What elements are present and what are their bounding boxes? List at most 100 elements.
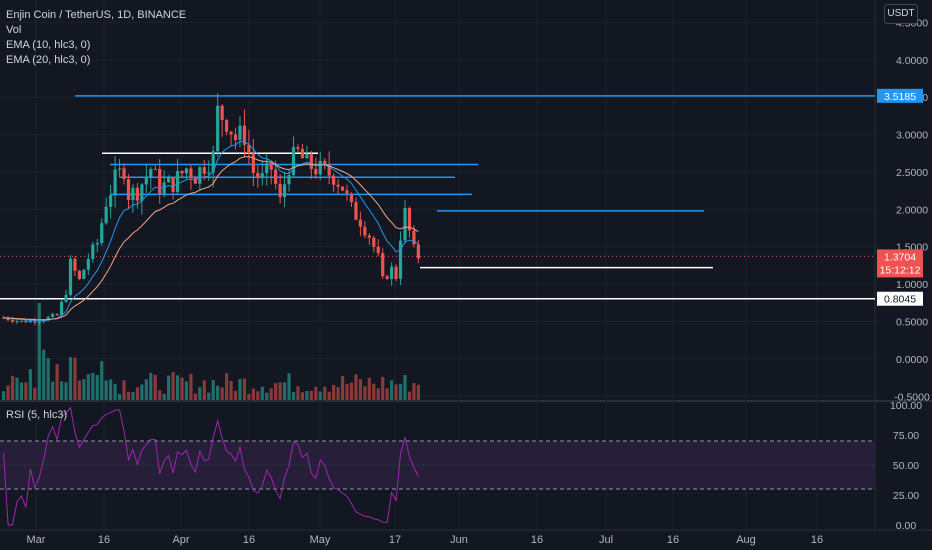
candle-body [140, 184, 144, 201]
volume-bar [407, 391, 412, 400]
candle-body [126, 179, 131, 201]
candle-body [265, 162, 269, 174]
volume-bar [131, 392, 135, 400]
candle-body [24, 320, 28, 323]
volume-bar [135, 387, 139, 400]
candle-body [131, 187, 135, 201]
volume-bar [349, 382, 354, 400]
rsi-line [3, 406, 419, 526]
candle-body [323, 160, 327, 165]
volume-bar [233, 390, 238, 400]
candle-body [278, 183, 282, 198]
candle-body [37, 321, 41, 323]
candle-body [363, 226, 367, 236]
volume-bar [314, 386, 318, 400]
candle-body [104, 206, 108, 224]
candle-body [207, 172, 211, 174]
level-price-label: 0.8045 [884, 294, 916, 306]
ema20-legend: EMA (20, hlc3, 0) [6, 54, 91, 66]
candle-body [91, 244, 95, 260]
volume-bar [162, 393, 166, 400]
volume-bar [73, 357, 77, 400]
candle-body [269, 162, 273, 170]
volume-bar [300, 392, 305, 400]
rsi-tick-label: 100.00 [890, 400, 922, 412]
candle-body [59, 301, 64, 316]
volume-bar [19, 382, 24, 400]
price-tick-label: 0.0000 [896, 354, 928, 366]
candle-body [64, 294, 68, 302]
time-tick-label: Aug [736, 534, 756, 546]
volume-bar [207, 392, 211, 400]
currency-button[interactable]: USDT [884, 4, 918, 24]
price-tick-label: 4.0000 [896, 55, 928, 67]
volume-bar [412, 383, 416, 400]
volume-bar [367, 377, 371, 400]
candle-body [180, 171, 184, 174]
level-price-tag [877, 291, 923, 306]
candle-body [238, 125, 242, 140]
volume-bar [109, 379, 113, 400]
candle-body [381, 253, 385, 277]
volume-bar [216, 385, 220, 400]
candle-body [33, 320, 37, 323]
volume-bar [33, 387, 37, 400]
candle-body [305, 153, 309, 159]
volume-bar [180, 377, 184, 400]
candle-body [354, 202, 358, 220]
volume-bar [274, 383, 278, 400]
volume-bar [265, 392, 269, 400]
candle-body [184, 168, 189, 174]
level-price-tag [877, 88, 923, 103]
time-tick-label: 16 [811, 534, 823, 546]
volume-bar [51, 381, 55, 400]
volume-bar [171, 372, 175, 400]
volume-bar [269, 388, 273, 400]
candle-body [211, 151, 215, 173]
candle-body [412, 230, 416, 245]
candle-body [95, 243, 99, 245]
level-price-label: 3.5185 [884, 91, 916, 103]
candle-body [51, 314, 55, 317]
volume-bar [323, 386, 327, 400]
volume-bar [309, 390, 313, 400]
candle-body [216, 105, 220, 152]
time-tick-label: 16 [667, 534, 679, 546]
symbol-title: Enjin Coin / TetherUS, 1D, BINANCE [6, 9, 187, 21]
rsi-tick-label: 75.00 [893, 430, 919, 442]
volume-bar [15, 377, 19, 400]
volume-bar [158, 390, 162, 400]
candle-body [229, 131, 233, 135]
volume-bar [260, 386, 264, 400]
volume-bar [403, 374, 407, 400]
candle-body [10, 319, 15, 322]
time-tick-label: Mar [27, 534, 46, 546]
volume-bar [77, 380, 82, 400]
volume-bar [189, 373, 193, 400]
volume-bar [202, 380, 206, 400]
time-tick-label: 17 [389, 534, 401, 546]
volume-bar [318, 391, 322, 400]
candle-body [100, 223, 104, 244]
candle-body [314, 168, 318, 175]
candle-body [251, 153, 255, 173]
candle-body [113, 169, 117, 196]
volume-legend: Vol [6, 24, 22, 36]
price-candles [2, 93, 420, 326]
candle-body [162, 182, 166, 195]
candle-body [349, 193, 354, 203]
candle-body [117, 168, 122, 170]
candle-body [15, 320, 19, 322]
candle-body [153, 168, 157, 170]
volume-bar [390, 380, 394, 400]
candle-body [175, 171, 180, 192]
volume-bar [184, 381, 189, 400]
time-tick-label: 16 [243, 534, 255, 546]
rsi-tick-label: 50.00 [893, 460, 919, 472]
volume-bar [104, 380, 108, 400]
volume-bar [167, 375, 171, 400]
volume-bar [198, 387, 202, 400]
volume-bar [175, 375, 180, 400]
volume-bar [68, 357, 73, 400]
